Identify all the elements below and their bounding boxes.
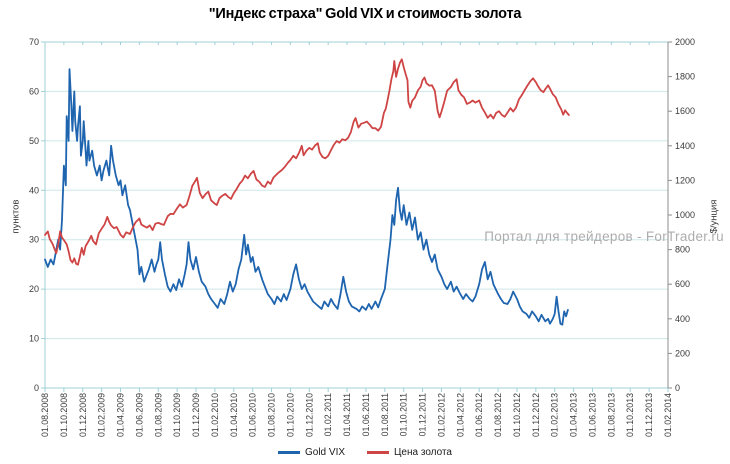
- legend-swatch-gold-price: [367, 450, 390, 454]
- left-axis-tick-label: 20: [29, 284, 39, 294]
- x-axis-tick-label: 01.08.2011: [380, 393, 390, 436]
- right-axis-tick-label: 0: [675, 383, 680, 393]
- x-axis-tick-label: 01.10.2009: [172, 393, 182, 437]
- x-axis-tick-label: 01.08.2008: [40, 393, 50, 437]
- x-axis-tick-label: 01.02.2012: [436, 393, 446, 437]
- chart-title: "Индекс страха" Gold VIX и стоимость зол…: [208, 6, 522, 22]
- x-axis-tick-label: 01.08.2010: [267, 393, 277, 437]
- left-axis-tick-label: 0: [34, 383, 39, 393]
- legend: Gold VIX Цена золота: [0, 444, 730, 460]
- right-axis-tick-label: 1400: [675, 141, 695, 151]
- legend-swatch-gold-vix: [278, 450, 300, 454]
- x-axis-tick-label: 01.10.2010: [285, 393, 295, 437]
- x-axis-tick-label: 01.04.2012: [455, 393, 465, 437]
- x-axis-tick-label: 01.06.2009: [134, 393, 144, 437]
- right-axis-tick-label: 1000: [675, 210, 695, 220]
- gold-vix-line: [44, 68, 569, 326]
- right-axis-tick-label: 400: [675, 314, 690, 324]
- x-axis-tick-label: 01.08.2009: [153, 393, 163, 437]
- left-axis-tick-label: 10: [29, 334, 39, 344]
- right-axis-tick-label: 1800: [675, 72, 695, 82]
- legend-item-gold-vix: Gold VIX: [278, 447, 345, 458]
- x-axis-tick-label: 01.12.2011: [418, 393, 428, 436]
- x-axis-tick-label: 01.08.2012: [493, 393, 503, 437]
- x-axis-tick-label: 01.12.2012: [531, 393, 541, 437]
- x-axis-tick-label: 01.12.2008: [78, 393, 88, 437]
- x-axis-tick-label: 01.12.2010: [304, 393, 314, 437]
- x-axis-tick-label: 01.02.2013: [550, 393, 560, 437]
- watermark-text: Портал для трейдеров - ForTrader.ru: [484, 229, 724, 244]
- left-axis-tick-label: 30: [29, 235, 39, 245]
- x-axis-tick-label: 01.10.2008: [59, 393, 69, 437]
- x-axis-tick-label: 01.12.2013: [644, 393, 654, 437]
- x-axis-tick-label: 01.04.2009: [116, 393, 126, 437]
- left-axis-tick-label: 40: [29, 185, 39, 195]
- gold-price-line: [44, 58, 570, 266]
- x-axis-tick-label: 01.10.2013: [625, 393, 635, 437]
- x-axis-tick-label: 01.06.2013: [587, 393, 597, 437]
- right-axis-tick-label: 200: [675, 348, 690, 358]
- x-axis-tick-label: 01.12.2009: [191, 393, 201, 437]
- x-axis-tick-label: 01.02.2014: [663, 393, 673, 437]
- legend-item-gold-price: Цена золота: [367, 447, 452, 458]
- x-axis-tick-label: 01.10.2012: [512, 393, 522, 437]
- x-axis-tick-label: 01.02.2011: [323, 393, 333, 436]
- right-axis-tick-label: 1200: [675, 175, 695, 185]
- x-axis-tick-label: 01.06.2010: [248, 393, 258, 437]
- left-axis-tick-label: 60: [29, 86, 39, 96]
- x-axis-tick-label: 01.04.2013: [569, 393, 579, 437]
- right-axis-tick-label: 800: [675, 245, 690, 255]
- left-axis-tick-label: 70: [29, 37, 39, 47]
- legend-label-gold-vix: Gold VIX: [305, 446, 346, 458]
- x-axis-tick-label: 01.02.2009: [97, 393, 107, 437]
- x-axis-tick-label: 01.04.2011: [342, 393, 352, 436]
- x-axis-tick-label: 01.10.2011: [399, 393, 409, 436]
- x-axis-tick-label: 01.02.2010: [210, 393, 220, 437]
- x-axis-tick-label: 01.04.2010: [229, 393, 239, 437]
- x-axis-tick-label: 01.06.2012: [474, 393, 484, 437]
- left-axis-title: пунктов: [10, 199, 22, 234]
- x-axis-tick-label: 01.06.2011: [361, 393, 371, 436]
- legend-label-gold-price: Цена золота: [394, 446, 452, 458]
- right-axis-tick-label: 1600: [675, 106, 695, 116]
- right-axis-tick-label: 600: [675, 279, 690, 289]
- right-axis-tick-label: 2000: [675, 37, 695, 47]
- left-axis-tick-label: 50: [29, 136, 39, 146]
- x-axis-tick-label: 01.08.2013: [606, 393, 616, 437]
